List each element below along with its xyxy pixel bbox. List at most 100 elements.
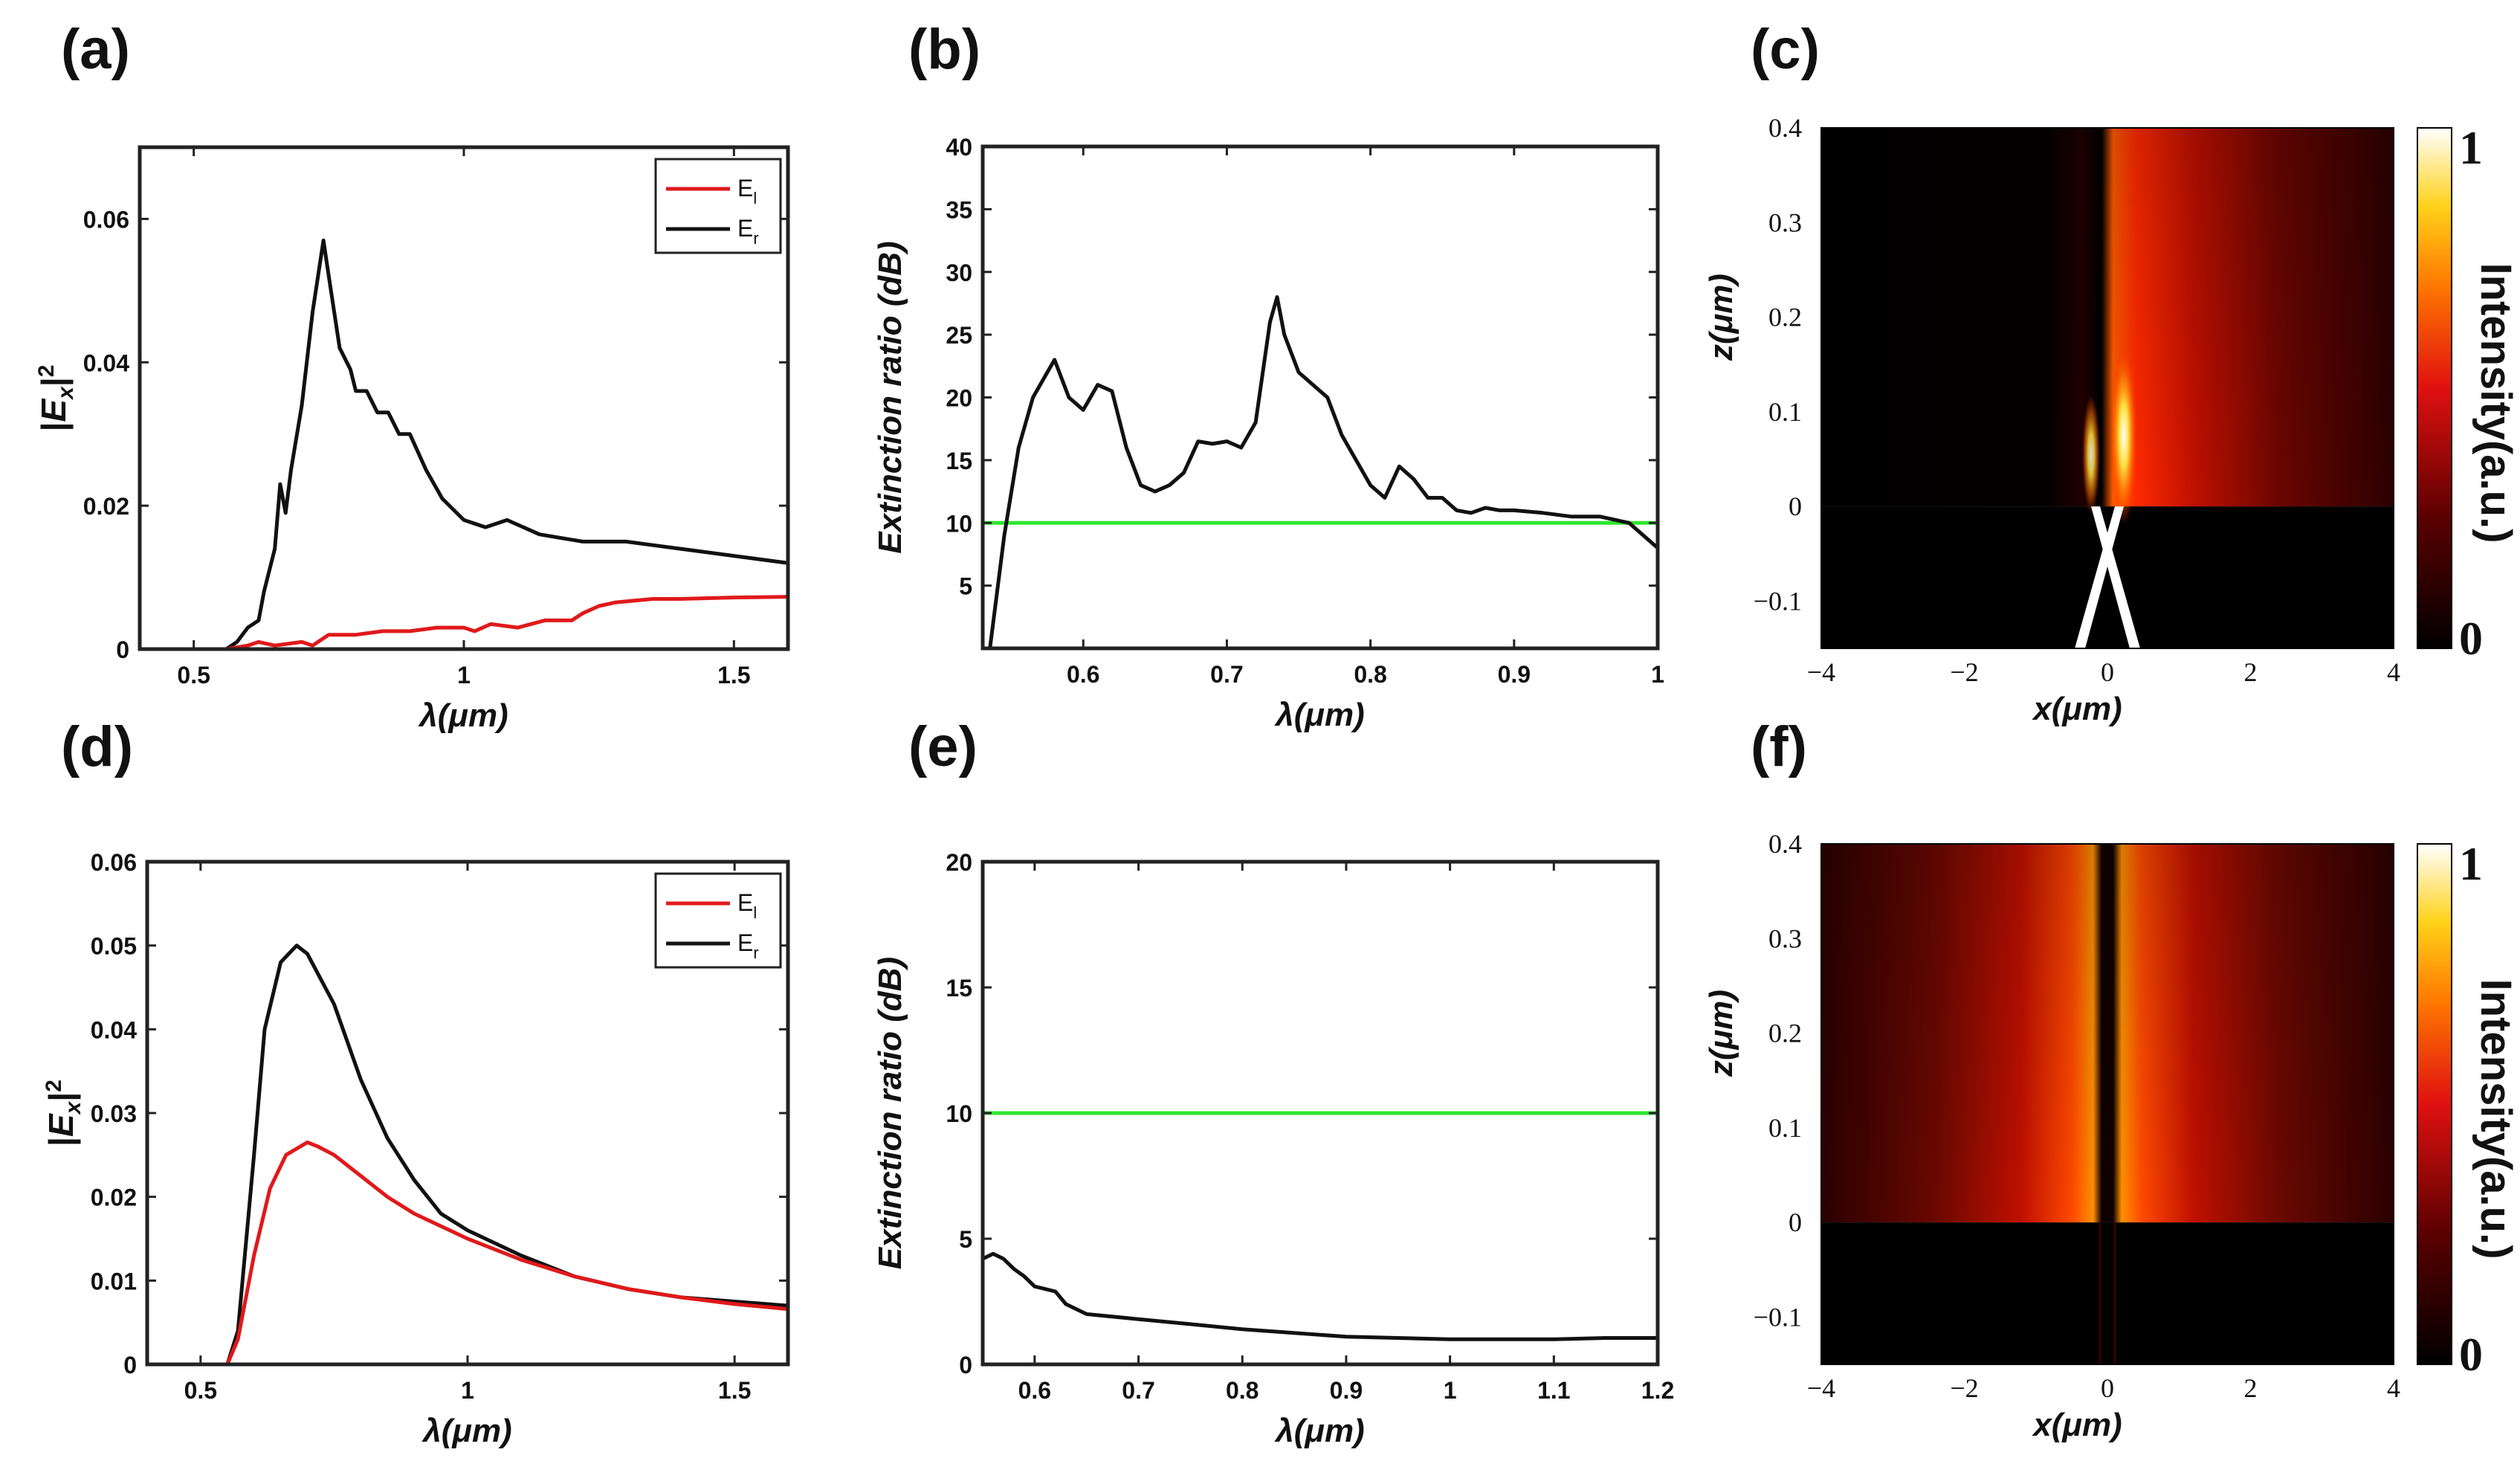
y-axis-label: z(μm)	[1703, 990, 1739, 1077]
legend-label-sub: r	[753, 944, 758, 962]
panel-label-b: (b)	[908, 18, 980, 81]
panel-label-e: (e)	[908, 715, 978, 778]
y-tick-label: 30	[946, 259, 972, 286]
ridge-left	[2075, 506, 2124, 648]
series-line-e-l	[140, 595, 788, 649]
x-tick-label: −4	[1807, 657, 1835, 687]
x-tick-label: 1	[1651, 661, 1664, 688]
y-tick-label: 0.06	[83, 206, 129, 233]
legend-label-sub: r	[753, 229, 758, 248]
y-label-part: |	[42, 1092, 80, 1102]
x-tick-label: 0.8	[1354, 661, 1386, 688]
y-tick-label: 0.04	[91, 1016, 137, 1043]
y-tick-label: 0.04	[83, 349, 129, 376]
y-label-part: 2	[42, 1080, 66, 1092]
field-shade	[1821, 844, 2394, 1223]
x-tick-label: 0.6	[1067, 661, 1099, 688]
y-axis-label: z(μm)	[1703, 274, 1739, 361]
y-axis-label: |Ex|2	[42, 1080, 85, 1147]
x-tick-label: −2	[1950, 657, 1978, 687]
x-tick-label: 1	[457, 662, 471, 689]
colorbar	[2417, 127, 2452, 649]
panel-label-d: (d)	[61, 715, 133, 778]
y-label-part: |	[42, 1137, 80, 1147]
legend-label: Er	[737, 929, 759, 962]
substrate	[1821, 1222, 2394, 1364]
y-tick-label: 0.06	[91, 849, 137, 876]
colorbar-label: Intensity(a.u.)	[2472, 262, 2520, 543]
x-tick-label: 0.9	[1330, 1377, 1363, 1404]
hotspot-left	[2082, 395, 2100, 515]
x-axis-label: x(μm)	[2032, 1407, 2122, 1443]
y-tick-label: 0	[959, 1352, 972, 1378]
substrate	[1821, 506, 2394, 648]
y-label-part: E	[34, 399, 73, 422]
legend-box	[654, 158, 782, 254]
y-tick-label: 20	[946, 385, 972, 412]
x-tick-label: 2	[2244, 657, 2258, 687]
heatmap-image	[1821, 128, 2394, 648]
y-label-part: |	[34, 422, 73, 432]
series-line-er	[983, 1251, 1658, 1341]
legend-label: El	[737, 175, 757, 207]
plot-frame	[1820, 843, 2394, 1365]
y-tick-label: 10	[946, 510, 972, 537]
chart-c: −4 −2 0 2 4 −0.1 0 0.1 0.2 0.3 0.4 x(μm) z(μm) 1 0 Inte…	[1703, 113, 2520, 727]
x-tick-label: 0.7	[1122, 1377, 1154, 1404]
y-label-part: x	[61, 1100, 85, 1115]
x-tick-label: 0	[2101, 657, 2114, 687]
plot-frame	[980, 144, 1660, 651]
legend-label-sub: l	[753, 189, 757, 207]
chart-d: 0.5 1 1.500.010.020.030.040.050.06λ(μm)|Ex…	[42, 849, 790, 1449]
panel-label-c: (c)	[1751, 18, 1820, 81]
colorbar-min-label: 0	[2459, 612, 2483, 665]
colorbar-label: Intensity(a.u.)	[2472, 978, 2520, 1259]
x-tick-label: 1.1	[1537, 1377, 1570, 1404]
y-tick-label: −0.1	[1754, 1302, 1802, 1332]
y-tick-label: 0	[1789, 1207, 1802, 1237]
series-line-e-r	[140, 238, 788, 649]
heatmap-image	[1821, 844, 2394, 1364]
y-tick-label: 40	[946, 134, 972, 161]
y-tick-label: 0.03	[91, 1100, 137, 1127]
y-tick-label: 0.02	[91, 1184, 137, 1211]
x-tick-label: 1.5	[717, 662, 750, 689]
x-tick-label: 0.7	[1210, 661, 1243, 688]
chart-f: −4 −2 0 2 4 −0.1 0 0.1 0.2 0.3 0.4 x(μm) z(μm) 1 0 Inte…	[1703, 829, 2520, 1443]
colorbar	[2417, 843, 2452, 1365]
legend-label-main: E	[737, 175, 753, 201]
x-tick-label: 0.6	[1018, 1377, 1051, 1404]
x-tick-label: 1.5	[718, 1377, 751, 1404]
y-label-part: x	[54, 386, 78, 401]
x-axis-label: λ(μm)	[418, 697, 508, 734]
x-tick-label: 0	[2101, 1373, 2114, 1403]
y-tick-label: 0.1	[1768, 1113, 1802, 1143]
legend-label-sub: l	[753, 903, 757, 922]
y-tick-label: 0.2	[1768, 303, 1802, 332]
x-tick-label: 0.8	[1226, 1377, 1259, 1404]
chart-b: 0.6 0.7 0.8 0.9 1510152025303540λ(μm)Extinct…	[872, 134, 1664, 733]
x-axis-label: λ(μm)	[421, 1413, 511, 1449]
y-tick-label: 0.3	[1768, 923, 1802, 953]
series-line-e-l	[147, 1140, 788, 1364]
chart-e: 0.6 0.7 0.8 0.9 1 1.1 1.2 0 5 10 15 20 λ(μm) Extincti…	[872, 849, 1674, 1449]
series-line-er	[988, 295, 1658, 648]
y-tick-label: 0.2	[1768, 1019, 1802, 1048]
y-tick-label: 5	[959, 573, 972, 600]
y-tick-label: 10	[946, 1100, 972, 1127]
x-axis-label: x(μm)	[2032, 691, 2122, 727]
colorbar-max-label: 1	[2459, 837, 2483, 890]
panel-label-a: (a)	[61, 18, 130, 81]
y-tick-label: 0.05	[91, 933, 137, 960]
plot-frame	[1820, 127, 2394, 649]
legend-label-main: E	[737, 889, 753, 916]
y-tick-label: 25	[946, 322, 972, 349]
x-tick-label: 0.9	[1498, 661, 1531, 688]
y-tick-label: 15	[946, 975, 972, 1002]
y-axis-label: Extinction ratio (dB)	[872, 241, 908, 553]
y-tick-label: 0.4	[1768, 113, 1802, 143]
y-label-part: |	[34, 377, 73, 387]
x-tick-label: 0.5	[177, 662, 210, 689]
y-tick-label: 35	[946, 196, 972, 223]
